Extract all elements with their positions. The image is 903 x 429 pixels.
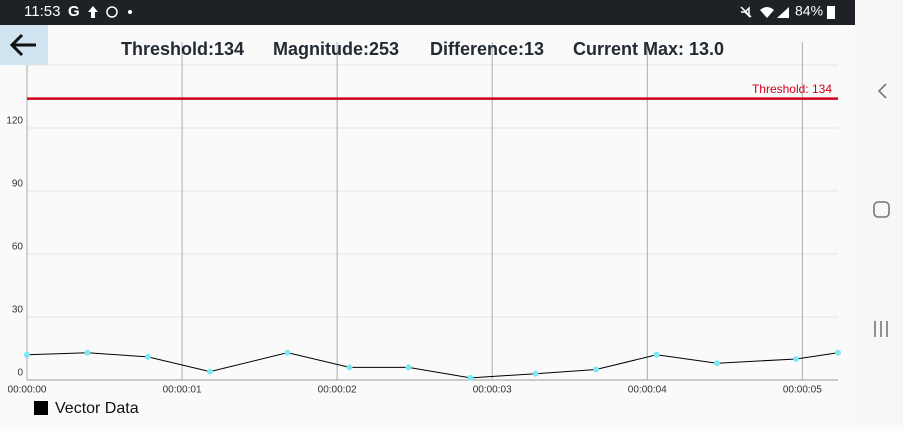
header-threshold: Threshold:134 [121,39,244,59]
data-point [467,374,474,381]
data-point [206,368,213,375]
nav-home[interactable] [873,201,890,218]
status-app-icon: G [68,3,80,20]
dot-icon [128,10,132,14]
y-tick-label: 90 [12,179,24,190]
y-tick-label: 60 [12,242,24,253]
x-tick-label: 00:00:03 [473,385,512,396]
legend-swatch [34,401,48,415]
data-point [346,364,353,371]
upload-icon [88,6,98,18]
x-tick-label: 00:00:00 [8,385,47,396]
y-tick-label: 120 [6,116,23,127]
data-point [835,349,841,356]
sync-icon [106,6,118,18]
nav-back[interactable] [877,83,887,99]
legend-label: Vector Data [55,400,139,417]
data-point [284,349,291,356]
chart: 030609012015000:00:0000:00:0100:00:0200:… [6,42,841,396]
data-point [793,356,800,362]
x-tick-label: 00:00:01 [163,385,202,396]
data-point [593,366,600,373]
header-difference: Difference:13 [430,39,544,59]
signal-icon [777,7,789,18]
x-tick-label: 00:00:02 [318,385,357,396]
header-magnitude: Magnitude:253 [273,39,399,59]
status-bar [0,0,855,25]
data-point [144,353,151,360]
x-tick-label: 00:00:05 [783,385,822,396]
data-point [84,349,91,356]
status-time: 11:53 [24,3,60,20]
battery-text: 84% [795,3,823,19]
nav-recents[interactable] [874,321,888,337]
data-point [405,364,412,371]
mute-icon [740,6,752,18]
header-current-max: Current Max: 13.0 [573,39,724,59]
y-tick-label: 30 [12,305,24,316]
back-arrow [9,33,36,57]
x-tick-label: 00:00:04 [628,385,667,396]
threshold-label: Threshold: 134 [752,82,832,96]
y-tick-label: 0 [17,368,23,379]
data-point [532,370,539,377]
battery-icon [827,6,835,19]
series-line [26,352,839,379]
data-point [653,351,660,358]
nav-bar [855,0,903,424]
data-point [714,360,721,367]
data-point [24,351,30,358]
wifi-icon [760,7,774,18]
